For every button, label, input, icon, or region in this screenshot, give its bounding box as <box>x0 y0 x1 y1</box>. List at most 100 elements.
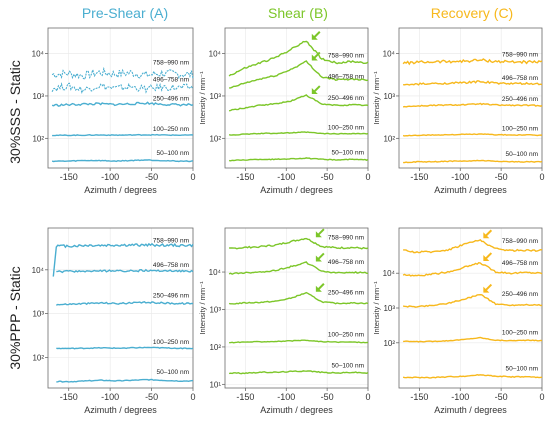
series-line <box>402 373 543 379</box>
series-line <box>403 80 543 86</box>
series-label: 496–758 nm <box>502 260 538 267</box>
y-axis-label: Intensity / mm⁻¹ <box>372 71 381 125</box>
series-label: 496–758 nm <box>328 73 364 80</box>
series-label: 250–496 nm <box>153 293 189 300</box>
arrow-head <box>311 88 318 95</box>
plot-frame <box>47 27 194 169</box>
plot-frame <box>47 227 194 389</box>
column-title-recovery: Recovery (C) <box>431 5 513 21</box>
x-tick-label: 0 <box>190 172 195 182</box>
arrow-head <box>315 231 322 238</box>
panel-sss-recovery: -150 -100 -50 0 10² 10³ 10⁴ Azimuth / degrees In… <box>372 27 545 195</box>
plot-frame <box>224 27 369 169</box>
series-line <box>51 66 194 80</box>
series-label: 50–100 nm <box>156 369 189 376</box>
series-line <box>229 157 369 162</box>
series-label: 496–758 nm <box>153 76 189 83</box>
x-tick-label: -100 <box>101 172 119 182</box>
x-tick-label: -100 <box>277 172 295 182</box>
arrow-down-left-icon <box>315 283 325 292</box>
panel-ppp-recovery: -150 -100 -50 0 10² 10³ 10⁴ Azimuth / degrees In… <box>372 227 545 415</box>
series-line <box>403 293 543 308</box>
x-tick-label: -150 <box>236 392 254 402</box>
x-tick-label: -150 <box>60 392 78 402</box>
series-line <box>229 237 369 250</box>
plot-frame <box>224 227 369 389</box>
series-label: 250–496 nm <box>502 291 538 298</box>
x-tick-label: -50 <box>495 172 508 182</box>
series-label: 758–990 nm <box>153 237 189 244</box>
x-tick-label: -150 <box>60 172 78 182</box>
series-label: 100–250 nm <box>502 125 538 132</box>
y-tick-label: 10⁴ <box>383 269 396 278</box>
series-label: 50–100 nm <box>331 149 364 156</box>
series-line <box>403 336 543 343</box>
y-tick-label: 10¹ <box>209 380 221 389</box>
series-label: 496–758 nm <box>153 262 189 269</box>
x-axis-label: Azimuth / degrees <box>84 405 157 415</box>
x-tick-label: 0 <box>365 172 370 182</box>
y-axis-label: Intensity / mm⁻¹ <box>372 281 381 335</box>
y-tick-label: 10³ <box>32 92 44 101</box>
series-label: 50–100 nm <box>156 150 189 157</box>
series-label: 100–250 nm <box>328 125 364 132</box>
series-label: 496–758 nm <box>502 75 538 82</box>
series-line <box>52 242 194 277</box>
x-tick-label: -50 <box>321 172 334 182</box>
series-label: 100–250 nm <box>502 329 538 336</box>
arrow-head <box>483 232 490 239</box>
chart-panels: -150 -100 -50 0 10² 10³ 10⁴ Azimuth / degrees 75… <box>32 27 545 415</box>
x-axis-label: Azimuth / degrees <box>434 405 507 415</box>
series-line <box>51 159 194 163</box>
x-axis-label: Azimuth / degrees <box>434 185 507 195</box>
series-label: 250–496 nm <box>502 96 538 103</box>
series-label: 496–758 nm <box>328 259 364 266</box>
arrow-down-left-icon <box>315 228 325 238</box>
y-tick-label: 10² <box>209 134 221 143</box>
series-line <box>402 102 543 108</box>
y-axis-label: Intensity / mm⁻¹ <box>198 281 207 335</box>
arrow-head <box>315 255 322 262</box>
series-label: 250–496 nm <box>328 290 364 297</box>
x-tick-label: -50 <box>145 392 158 402</box>
row-title-ppp: 30%PPP - Static <box>7 266 23 369</box>
series-label: 250–496 nm <box>153 96 189 103</box>
series-line <box>56 301 194 306</box>
x-tick-label: -50 <box>145 172 158 182</box>
arrow-down-left-icon <box>483 229 493 239</box>
series-line <box>228 94 369 112</box>
series-label: 758–990 nm <box>502 52 538 59</box>
series-line <box>228 131 369 136</box>
arrow-down-left-icon <box>483 283 493 293</box>
y-tick-label: 10² <box>383 339 395 348</box>
x-tick-label: 0 <box>539 392 544 402</box>
series-label: 250–496 nm <box>328 95 364 102</box>
arrow-head <box>483 286 490 293</box>
series-line <box>56 268 194 274</box>
column-title-pre-shear: Pre-Shear (A) <box>82 5 168 21</box>
panel-ppp-shear: -150 -100 -50 0 10¹ 10² 10³ 10⁴ Azimuth / degree… <box>198 227 371 415</box>
series-line <box>403 159 543 164</box>
panel-sss-shear: -150 -100 -50 0 10² 10³ 10⁴ Azimuth / degrees In… <box>198 27 371 195</box>
x-axis-label: Azimuth / degrees <box>260 185 333 195</box>
arrow-head <box>483 255 490 262</box>
arrow-down-left-icon <box>311 51 321 61</box>
series-label: 758–990 nm <box>153 60 189 67</box>
series-line <box>228 40 369 77</box>
x-tick-label: -100 <box>451 172 469 182</box>
arrow-head <box>311 54 318 61</box>
y-tick-label: 10⁴ <box>32 50 45 59</box>
x-tick-label: 0 <box>365 392 370 402</box>
x-tick-label: -150 <box>410 172 428 182</box>
series-line <box>52 133 194 137</box>
column-title-shear: Shear (B) <box>268 5 328 21</box>
arrow-down-left-icon <box>315 252 325 262</box>
x-tick-label: -100 <box>451 392 469 402</box>
y-tick-label: 10² <box>383 134 395 143</box>
series-line <box>402 58 543 66</box>
series-line <box>56 378 194 383</box>
series-line <box>228 370 369 375</box>
series-line <box>51 82 194 94</box>
y-tick-label: 10² <box>32 353 44 362</box>
panel-ppp-pre-shear: -150 -100 -50 0 10² 10³ 10⁴ Azimuth / degrees 75… <box>32 227 196 415</box>
